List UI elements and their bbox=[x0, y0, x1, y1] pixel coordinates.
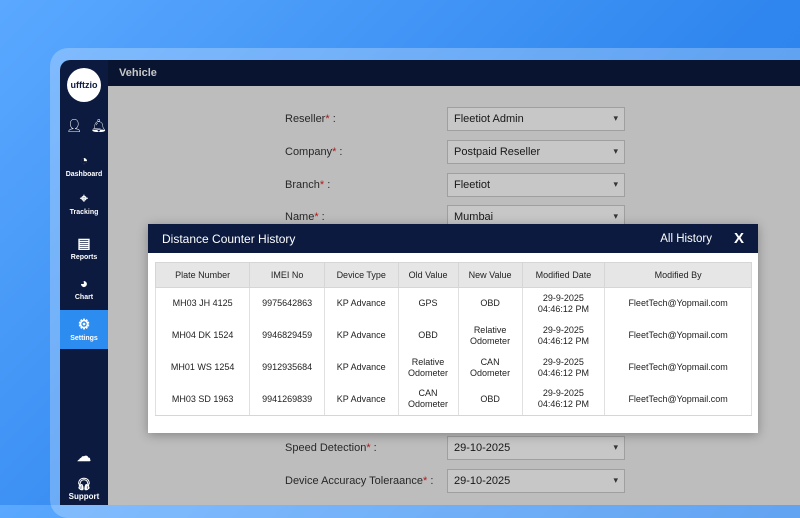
table-cell: FleetTech@Yopmail.com bbox=[604, 383, 752, 416]
device-accuracy-select[interactable]: 29-10-2025 bbox=[447, 469, 625, 493]
column-header: New Value bbox=[457, 262, 523, 288]
table-cell: OBD bbox=[397, 319, 459, 352]
table-cell: MH03 SD 1963 bbox=[154, 383, 251, 416]
table-cell: MH03 JH 4125 bbox=[154, 287, 251, 320]
bell-icon[interactable]: 🔔︎ bbox=[90, 118, 108, 133]
app-window: ufftzio 👤︎ 🔔︎ ◔ Dashboard ⌖ Tracking ▤ Repo… bbox=[60, 60, 800, 505]
sidebar-item-tracking[interactable]: ⌖ Tracking bbox=[60, 190, 108, 217]
sidebar-item-reports[interactable]: ▤ Reports bbox=[60, 235, 108, 262]
pie-chart-icon: ◕ bbox=[79, 275, 89, 291]
reseller-select[interactable]: Fleetiot Admin bbox=[447, 107, 625, 131]
column-header: Modified By bbox=[604, 262, 752, 288]
table-cell: 9912935684 bbox=[249, 351, 325, 384]
table-row: MH01 WS 1254 9912935684 KP Advance Relative… bbox=[154, 351, 752, 384]
table-cell: Relative Odometer bbox=[397, 351, 459, 384]
table-cell: CAN Odometer bbox=[397, 383, 459, 416]
form-row-branch: Branch* : Fleetiot bbox=[285, 173, 625, 197]
cloud-download-icon: ☁ bbox=[77, 448, 91, 464]
form-row-company: Company* : Postpaid Reseller bbox=[285, 140, 625, 164]
sidebar-item-support[interactable]: 🎧︎ Support bbox=[60, 478, 108, 502]
table-cell: FleetTech@Yopmail.com bbox=[604, 287, 752, 320]
speedometer-icon: ◔ bbox=[79, 152, 89, 168]
table-cell: GPS bbox=[397, 287, 459, 320]
report-icon: ▤ bbox=[77, 235, 91, 251]
form-row-device-accuracy: Device Accuracy Toleraance* :29-10-2025 bbox=[285, 469, 625, 493]
table-cell: 29-9-2025 04:46:12 PM bbox=[521, 287, 606, 320]
table-cell: 9946829459 bbox=[249, 319, 325, 352]
table-row: MH03 SD 1963 9941269839 KP Advance CAN Odom… bbox=[154, 383, 752, 416]
table-cell: 9941269839 bbox=[249, 383, 325, 416]
table-cell: CAN Odometer bbox=[457, 351, 523, 384]
table-row: MH04 DK 1524 9946829459 KP Advance OBD Relat… bbox=[154, 319, 752, 352]
sidebar-item-dashboard[interactable]: ◔ Dashboard bbox=[60, 152, 108, 179]
table-cell: OBD bbox=[457, 287, 523, 320]
speed-detection-select[interactable]: 29-10-2025 bbox=[447, 436, 625, 460]
table-cell: KP Advance bbox=[323, 383, 399, 416]
table-cell: 9975642863 bbox=[249, 287, 325, 320]
table-cell: KP Advance bbox=[323, 351, 399, 384]
table-cell: 29-9-2025 04:46:12 PM bbox=[521, 319, 606, 352]
table-cell: KP Advance bbox=[323, 319, 399, 352]
table-cell: MH01 WS 1254 bbox=[154, 351, 251, 384]
table-row: MH03 JH 4125 9975642863 KP Advance GPS OBD 29… bbox=[154, 287, 752, 320]
form-row-reseller: Reseller* : Fleetiot Admin bbox=[285, 107, 625, 131]
cloud-download-button[interactable]: ☁ bbox=[60, 448, 108, 466]
column-header: Plate Number bbox=[154, 262, 251, 288]
page-title: Vehicle bbox=[108, 60, 800, 86]
sidebar-item-settings[interactable]: ⚙ Settings bbox=[60, 310, 108, 349]
company-select[interactable]: Postpaid Reseller bbox=[447, 140, 625, 164]
location-pin-icon: ⌖ bbox=[80, 190, 88, 206]
table-cell: KP Advance bbox=[323, 287, 399, 320]
history-table: Plate Number IMEI No Device Type Old Value N… bbox=[154, 262, 752, 416]
headset-icon: 🎧︎ bbox=[76, 477, 92, 491]
table-cell: FleetTech@Yopmail.com bbox=[604, 351, 752, 384]
column-header: Device Type bbox=[323, 262, 399, 288]
all-history-link[interactable]: All History bbox=[660, 232, 712, 245]
table-cell: 29-9-2025 04:46:12 PM bbox=[521, 383, 606, 416]
form-row-speed-detection: Speed Detection* :29-10-2025 bbox=[285, 436, 625, 460]
distance-counter-history-modal: Distance Counter History All History X P… bbox=[148, 224, 758, 433]
modal-title: Distance Counter History bbox=[162, 231, 296, 246]
sidebar: ufftzio 👤︎ 🔔︎ ◔ Dashboard ⌖ Tracking ▤ Repo… bbox=[60, 60, 108, 505]
gear-icon: ⚙ bbox=[77, 316, 91, 332]
column-header: Modified Date bbox=[521, 262, 606, 288]
branch-select[interactable]: Fleetiot bbox=[447, 173, 625, 197]
close-icon[interactable]: X bbox=[733, 230, 744, 247]
table-cell: OBD bbox=[457, 383, 523, 416]
logo: ufftzio bbox=[67, 68, 101, 102]
table-cell: MH04 DK 1524 bbox=[154, 319, 251, 352]
table-cell: FleetTech@Yopmail.com bbox=[604, 319, 752, 352]
sidebar-item-chart[interactable]: ◕ Chart bbox=[60, 275, 108, 302]
user-icon[interactable]: 👤︎ bbox=[66, 118, 83, 133]
column-header: Old Value bbox=[397, 262, 459, 288]
column-header: IMEI No bbox=[249, 262, 325, 288]
table-cell: Relative Odometer bbox=[457, 319, 523, 352]
table-cell: 29-9-2025 04:46:12 PM bbox=[521, 351, 606, 384]
